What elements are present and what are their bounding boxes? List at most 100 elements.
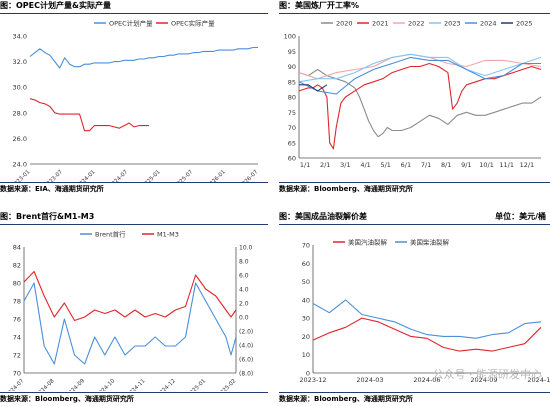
y2-tick-label: (4.0) bbox=[239, 343, 253, 350]
series-line bbox=[298, 68, 542, 138]
x-tick-label: 12/1 bbox=[520, 161, 535, 169]
x-tick-label: 2024-10 bbox=[96, 378, 117, 391]
x-tick-label: 1/1 bbox=[300, 161, 310, 169]
y-tick-label: 70 bbox=[288, 124, 296, 132]
y-tick-label: 70 bbox=[13, 370, 21, 378]
panel-title-text: 图：美国成品油裂解价差 bbox=[279, 212, 367, 221]
legend-label: 美国汽油裂解 bbox=[348, 238, 388, 247]
y-tick-label: 60 bbox=[302, 260, 310, 268]
legend-label: 2021 bbox=[372, 20, 389, 28]
x-tick-label: 5/1 bbox=[380, 161, 390, 169]
data-source: 数据来源：Bloomberg、海通期货研究所 bbox=[0, 392, 268, 405]
y-tick-label: 75 bbox=[288, 109, 296, 117]
series-line bbox=[312, 299, 542, 339]
panel-us-crack-spreads: 图：美国成品油裂解价差 单位：美元/桶 0 10 20 30 40 50 60 70 2023-… bbox=[279, 211, 550, 406]
y-tick-label: 100 bbox=[284, 33, 296, 41]
x-tick-label: 11/1 bbox=[499, 161, 514, 169]
series-line bbox=[298, 53, 542, 83]
x-tick-label: 2024-09 bbox=[470, 376, 497, 384]
opec-production-chart: 24.0 26.0 28.0 30.0 32.0 34.0 2023-01 2023-07 20… bbox=[11, 19, 260, 183]
y-tick-label: 32.0 bbox=[13, 58, 27, 66]
unit-label: 单位：美元/桶 bbox=[495, 212, 546, 221]
y-tick-label: 20 bbox=[302, 333, 310, 341]
y-tick-label: 0 bbox=[306, 370, 310, 378]
series-line bbox=[23, 282, 237, 365]
y-tick-label: 90 bbox=[288, 63, 296, 71]
x-tick-label: 2025-01 bbox=[187, 378, 207, 391]
panel-us-refinery-utilization: 图：美国炼厂开工率% 60 65 70 75 80 85 90 95 100 1/1 2/1 3/1 4… bbox=[279, 0, 550, 195]
y2-tick-label: 8.0 bbox=[239, 259, 249, 266]
legend-label: 2023 bbox=[444, 20, 461, 28]
x-tick-label: 2023-12 bbox=[299, 376, 326, 384]
data-source: 数据来源：Bloomberg、海通期货研究所 bbox=[279, 182, 550, 195]
panel-title: 图：Brent首行&M1-M3 bbox=[0, 211, 268, 225]
y-tick-label: 28.0 bbox=[13, 109, 27, 117]
legend-label: 美国柴油裂解 bbox=[410, 238, 450, 247]
y2-tick-label: 2.0 bbox=[239, 301, 249, 308]
panel-brent-spread: 图：Brent首行&M1-M3 70 72 74 76 78 80 82 84 (8.0) (6.… bbox=[0, 211, 268, 406]
x-tick-label: 2026-07 bbox=[239, 169, 260, 182]
y-tick-label: 95 bbox=[288, 48, 296, 56]
panel-opec-production: 图：OPEC计划产量&实际产量 24.0 26.0 28.0 30.0 32.0 34.0… bbox=[0, 0, 268, 195]
x-tick-label: 2024-03 bbox=[356, 376, 383, 384]
x-tick-label: 2/1 bbox=[320, 161, 330, 169]
brent-spread-chart: 70 72 74 76 78 80 82 84 (8.0) (6.0) (4.0) (2.0) 0.0 2… bbox=[5, 230, 253, 392]
x-tick-label: 7/1 bbox=[421, 161, 431, 169]
y2-tick-label: 6.0 bbox=[239, 273, 249, 280]
y-tick-label: 30.0 bbox=[13, 84, 27, 92]
legend-label: OPEC实际产量 bbox=[171, 19, 215, 28]
y-tick-label: 24.0 bbox=[13, 161, 27, 169]
y2-tick-label: 10.0 bbox=[239, 245, 253, 252]
watermark-text: 公众号 · 能源研发中心 bbox=[432, 368, 543, 381]
y-tick-label: 74 bbox=[13, 334, 21, 342]
x-tick-label: 3/1 bbox=[340, 161, 350, 169]
legend-label: Brent首行 bbox=[95, 230, 126, 239]
series-line bbox=[298, 56, 541, 95]
y2-tick-label: (6.0) bbox=[239, 357, 253, 364]
y-tick-label: 50 bbox=[302, 278, 310, 286]
y-tick-label: 65 bbox=[288, 139, 296, 147]
x-tick-label: 2025-01 bbox=[141, 169, 161, 182]
y-tick-label: 78 bbox=[13, 298, 21, 306]
refinery-utilization-chart: 60 65 70 75 80 85 90 95 100 1/1 2/1 3/1 4/1 5/1 6/1 7/1… bbox=[284, 20, 542, 169]
series-line bbox=[29, 46, 258, 69]
y-tick-label: 26.0 bbox=[13, 135, 27, 143]
x-tick-label: 2024-12 bbox=[527, 376, 550, 384]
x-tick-label: 2024-12 bbox=[156, 378, 176, 391]
y2-tick-label: (8.0) bbox=[239, 371, 253, 378]
x-tick-label: 2023-07 bbox=[43, 169, 64, 182]
legend-label: 2025 bbox=[516, 20, 533, 28]
series-line bbox=[299, 84, 328, 92]
y-tick-label: 60 bbox=[288, 155, 296, 163]
x-tick-label: 9/1 bbox=[461, 161, 471, 169]
y-tick-label: 34.0 bbox=[13, 33, 27, 41]
series-line bbox=[298, 62, 542, 150]
y-tick-label: 85 bbox=[288, 78, 296, 86]
legend-label: M1-M3 bbox=[157, 231, 179, 239]
series-line bbox=[23, 270, 237, 322]
y-tick-label: 30 bbox=[302, 315, 310, 323]
x-tick-label: 2024-07 bbox=[109, 169, 130, 182]
series-line bbox=[29, 98, 149, 132]
x-tick-label: 8/1 bbox=[441, 161, 451, 169]
y-tick-label: 72 bbox=[13, 352, 21, 360]
legend-label: OPEC计划产量 bbox=[109, 19, 153, 28]
legend-label: 2022 bbox=[408, 20, 425, 28]
x-tick-label: 2024-01 bbox=[76, 169, 96, 182]
y-tick-label: 80 bbox=[288, 94, 296, 102]
x-tick-label: 2025-07 bbox=[174, 169, 195, 182]
y-tick-label: 70 bbox=[302, 242, 310, 250]
y2-tick-label: 0.0 bbox=[239, 315, 249, 322]
legend-label: 2020 bbox=[336, 20, 353, 28]
series-line bbox=[312, 317, 542, 352]
data-source: 数据来源：EIA、海通期货研究所 bbox=[0, 182, 268, 195]
x-tick-label: 2026-01 bbox=[206, 169, 226, 182]
x-tick-label: 2024-11 bbox=[126, 378, 146, 391]
x-tick-label: 2025-02 bbox=[217, 378, 237, 391]
y-tick-label: 10 bbox=[302, 351, 310, 359]
y-tick-label: 84 bbox=[13, 244, 21, 252]
panel-title: 图：美国炼厂开工率% bbox=[279, 0, 550, 14]
y-tick-label: 40 bbox=[302, 296, 310, 304]
y-tick-label: 76 bbox=[13, 316, 21, 324]
data-source: 数据来源：Bloomberg、海通期货研究所 bbox=[279, 392, 550, 405]
